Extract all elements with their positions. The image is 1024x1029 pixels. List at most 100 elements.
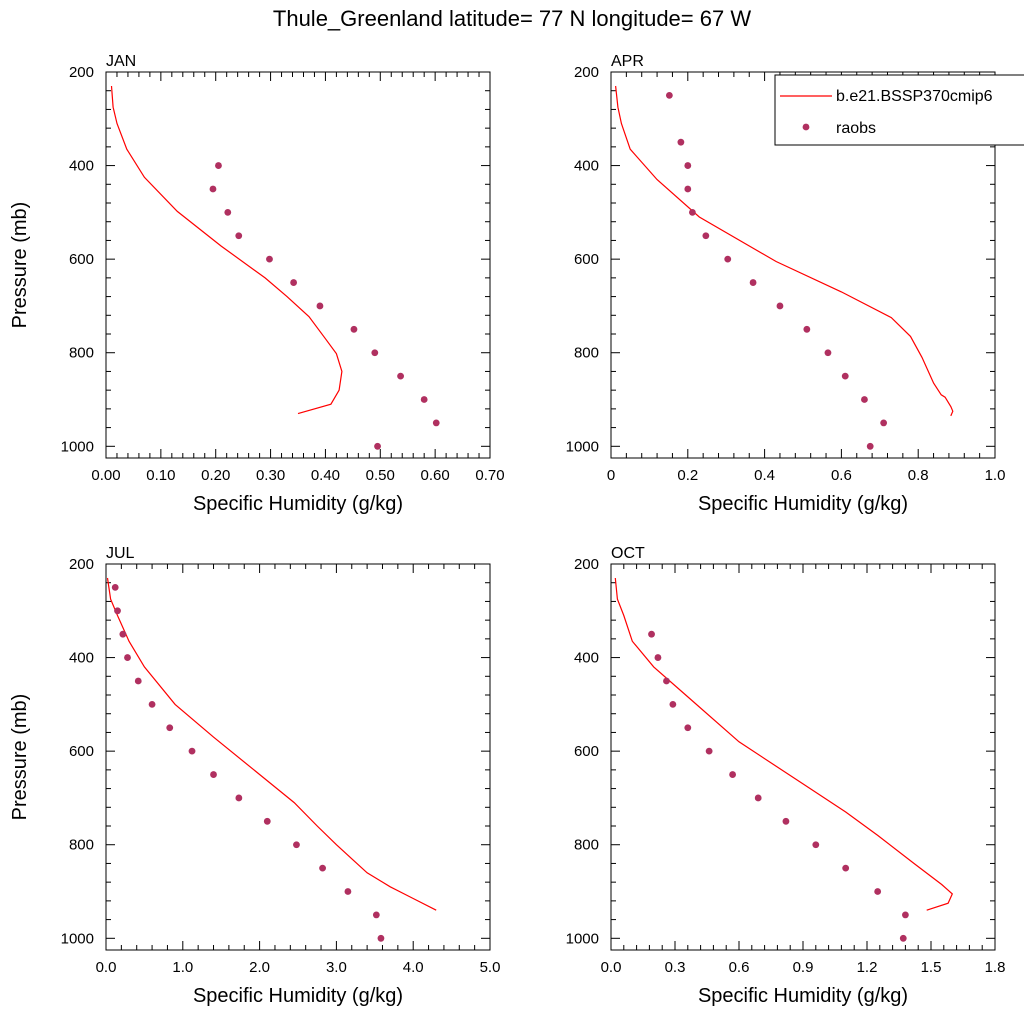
raobs-point	[663, 677, 670, 685]
raobs-point	[235, 794, 243, 802]
raobs-point	[319, 864, 326, 872]
raobs-point	[866, 442, 874, 450]
x-axis-label: Specific Humidity (g/kg)	[698, 493, 908, 515]
x-tick-label: 0.6	[831, 467, 852, 484]
raobs-point	[377, 934, 385, 942]
x-tick-label: 1.0	[172, 959, 193, 976]
x-tick-label: 0.8	[908, 467, 929, 484]
panel-apr: APR 0 0.2 0.4 0.6 0.8 1.0 200 400 600 800 1000 Speci…	[566, 53, 1006, 515]
y-tick-label: 600	[69, 251, 94, 268]
x-tick-label: 0.2	[677, 467, 698, 484]
raobs-point	[372, 911, 380, 919]
y-tick-label: 400	[574, 650, 599, 667]
x-tick-label: 5.0	[480, 959, 501, 976]
raobs-point	[841, 372, 849, 380]
raobs-point	[861, 396, 868, 403]
x-tick-label: 0.70	[475, 467, 504, 484]
y-tick-label: 400	[69, 650, 94, 667]
panel-jan: JAN 0.00 0.10 0.20 0.30 0.40 0.50 0.60 0.70 200 40…	[9, 53, 505, 515]
legend-model-label: b.e21.BSSP370cmip6	[836, 88, 993, 105]
y-axis-label: Pressure (mb)	[9, 694, 31, 821]
raobs-point	[812, 841, 820, 849]
plot-frame	[610, 563, 996, 951]
raobs-point	[677, 138, 685, 146]
plot-frame	[105, 563, 491, 951]
x-axis-label: Specific Humidity (g/kg)	[193, 985, 403, 1007]
figure-title: Thule_Greenland latitude= 77 N longitude…	[273, 6, 751, 31]
y-tick-label: 400	[69, 158, 94, 175]
y-tick-label: 1000	[566, 930, 599, 947]
x-tick-label: 0.6	[729, 959, 750, 976]
x-tick-label: 0.10	[146, 467, 175, 484]
panel-jul: JUL 0.0 1.0 2.0 3.0 4.0 5.0 200 400 600 800 1000 Spe…	[9, 545, 500, 1007]
y-tick-label: 800	[574, 837, 599, 854]
panel-label: APR	[611, 53, 644, 70]
raobs-point	[824, 349, 832, 357]
raobs-point	[235, 232, 243, 240]
raobs-point	[874, 888, 882, 895]
raobs-point	[374, 442, 381, 450]
x-axis-label: Specific Humidity (g/kg)	[698, 985, 908, 1007]
x-tick-label: 0.40	[311, 467, 340, 484]
y-tick-label: 200	[574, 556, 599, 573]
raobs-point	[684, 724, 692, 732]
y-tick-label: 600	[574, 251, 599, 268]
raobs-point	[648, 630, 655, 638]
raobs-point	[293, 841, 300, 849]
x-tick-label: 0.4	[754, 467, 775, 484]
x-tick-label: 1.2	[857, 959, 878, 976]
raobs-point	[124, 654, 131, 661]
panel-label: JAN	[106, 53, 136, 70]
x-tick-label: 0.50	[366, 467, 395, 484]
raobs-point	[880, 419, 888, 427]
raobs-point	[754, 794, 762, 802]
raobs-point	[803, 325, 811, 333]
y-tick-label: 1000	[61, 438, 94, 455]
y-tick-label: 600	[574, 743, 599, 760]
model-profile-line	[110, 85, 343, 415]
plot-frame	[610, 71, 996, 459]
raobs-point	[344, 888, 352, 895]
y-tick-label: 200	[69, 64, 94, 81]
legend: b.e21.BSSP370cmip6 raobs	[774, 74, 1024, 146]
x-tick-label: 4.0	[403, 959, 424, 976]
panel-oct: OCT 0.0 0.3 0.6 0.9 1.2 1.5 1.8 200 400 600 800 1000…	[566, 545, 1006, 1007]
raobs-point	[749, 279, 757, 286]
raobs-point	[776, 302, 784, 310]
raobs-point	[902, 911, 909, 919]
model-profile-line	[614, 577, 954, 911]
x-tick-label: 1.0	[985, 467, 1006, 484]
raobs-point	[188, 747, 196, 755]
raobs-point	[209, 185, 217, 193]
y-tick-label: 1000	[566, 438, 599, 455]
raobs-point	[166, 724, 174, 732]
x-tick-label: 0.00	[91, 467, 120, 484]
raobs-point	[224, 208, 232, 216]
raobs-point	[210, 771, 217, 778]
raobs-point	[669, 700, 677, 708]
raobs-point	[114, 607, 121, 615]
y-tick-label: 600	[69, 743, 94, 760]
raobs-point	[371, 349, 379, 357]
plot-frame	[105, 71, 491, 459]
raobs-point	[266, 255, 273, 263]
panel-label: JUL	[106, 545, 135, 562]
raobs-point	[684, 162, 692, 169]
legend-obs-swatch	[802, 123, 810, 131]
raobs-point	[316, 302, 324, 310]
y-tick-label: 800	[574, 345, 599, 362]
x-tick-label: 3.0	[326, 959, 347, 976]
raobs-point	[705, 747, 713, 755]
model-profile-line	[106, 577, 437, 911]
x-tick-label: 1.5	[921, 959, 942, 976]
raobs-point	[782, 817, 790, 825]
model-profile-line	[615, 85, 954, 417]
raobs-point	[134, 677, 142, 685]
x-tick-label: 0.3	[665, 959, 686, 976]
x-tick-label: 0.20	[201, 467, 230, 484]
raobs-point	[842, 864, 850, 872]
raobs-point	[350, 325, 358, 333]
raobs-point	[119, 630, 127, 638]
raobs-point	[702, 232, 710, 240]
